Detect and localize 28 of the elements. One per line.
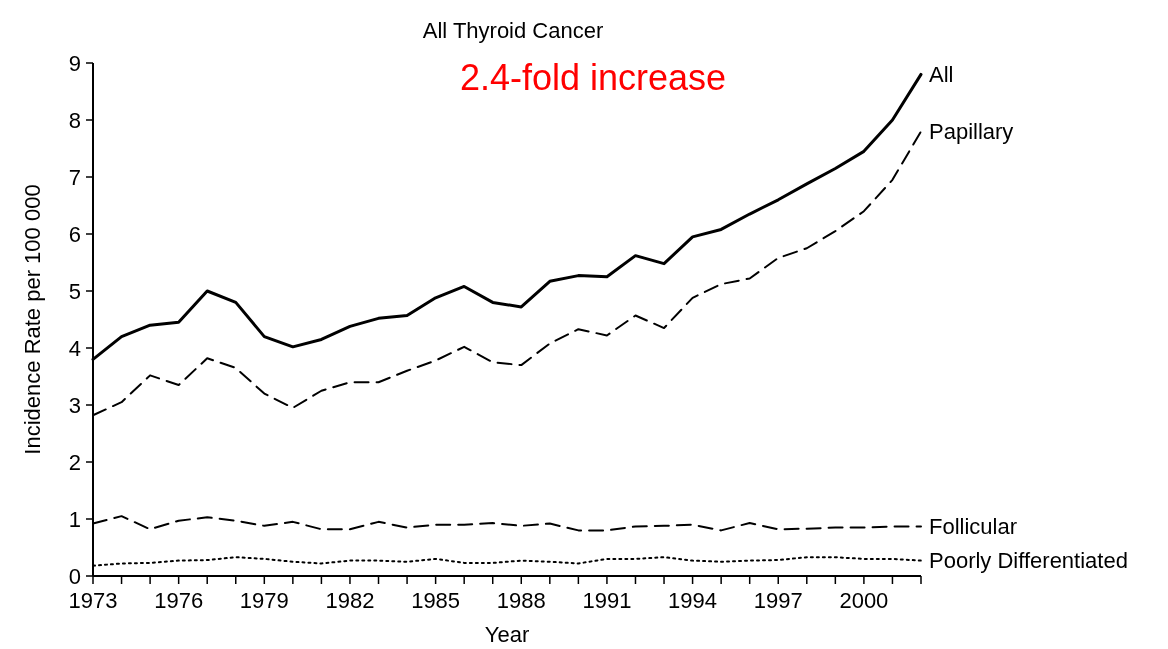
- x-tick-label: 1976: [154, 588, 204, 613]
- x-tick-label: 1985: [411, 588, 461, 613]
- series-label: Follicular: [929, 514, 1018, 540]
- x-tick-label: 1991: [582, 588, 632, 613]
- x-tick-label: 2000: [839, 588, 889, 613]
- series-label: All: [929, 62, 954, 88]
- x-tick-label: 1997: [753, 588, 803, 613]
- series-label: Poorly Differentiated: [929, 548, 1128, 574]
- y-tick-label: 8: [68, 107, 81, 133]
- x-tick-label: 1979: [239, 588, 289, 613]
- y-tick-label: 1: [68, 506, 81, 532]
- y-axis-title: Incidence Rate per 100 000: [20, 184, 45, 455]
- y-tick-label: 3: [68, 392, 81, 418]
- x-tick-label: 1994: [668, 588, 718, 613]
- x-axis-title: Year: [484, 622, 530, 647]
- y-tick-label: 2: [68, 449, 81, 475]
- x-tick-label: 1988: [496, 588, 546, 613]
- chart-title: All Thyroid Cancer: [422, 18, 604, 43]
- y-tick-label: 9: [68, 50, 81, 76]
- annotation: 2.4-fold increase: [459, 57, 727, 98]
- x-tick-label: 1982: [325, 588, 375, 613]
- series-label: Papillary: [929, 119, 1014, 145]
- y-tick-label: 5: [68, 278, 81, 304]
- y-tick-label: 7: [68, 164, 81, 190]
- y-tick-label: 6: [68, 221, 81, 247]
- y-tick-label: 0: [68, 563, 81, 589]
- y-tick-label: 4: [68, 335, 81, 361]
- x-tick-label: 1973: [68, 588, 118, 613]
